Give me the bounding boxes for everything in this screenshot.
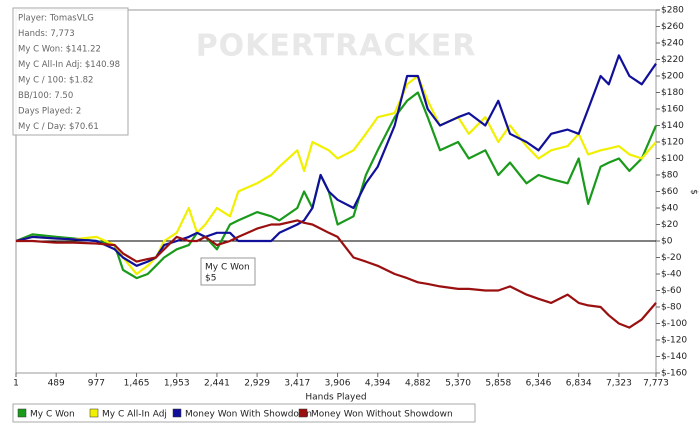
y-tick-label: $-120: [661, 336, 687, 346]
info-line: Player: TomasVLG: [18, 14, 94, 24]
y-tick-label: $160: [661, 105, 684, 115]
y-tick-label: $60: [661, 187, 678, 197]
y-tick-label: $-40: [661, 270, 682, 280]
x-tick-label: 1,465: [124, 379, 150, 389]
y-tick-label: $80: [661, 171, 678, 181]
x-tick-label: 5,858: [485, 379, 511, 389]
y-tick-label: $0: [661, 237, 673, 247]
info-line: Hands: 7,773: [18, 29, 75, 39]
y-tick-label: $100: [661, 154, 684, 164]
series-line: [16, 219, 657, 329]
info-line: My C Won: $141.22: [18, 45, 101, 55]
legend-label: My C All-In Adj: [102, 410, 167, 420]
info-box: Player: TomasVLG Hands: 7,773 My C Won: $1…: [12, 7, 129, 136]
watermark: POKERTRACKER: [196, 29, 477, 64]
info-line: My C / Day: $70.61: [18, 122, 99, 132]
legend-frame: [12, 403, 476, 423]
y-tick-label: $220: [661, 55, 684, 65]
legend-label: Money Won With Showdown: [185, 410, 312, 420]
legend-label: My C Won: [30, 410, 75, 420]
series-line: [15, 54, 657, 267]
y-tick-label: $240: [661, 39, 684, 49]
tooltip-value: $5: [205, 274, 216, 284]
y-tick-label: $-160: [661, 369, 687, 379]
y-tick-label: $-140: [661, 352, 687, 362]
legend-swatch: [298, 408, 308, 418]
info-line: Days Played: 2: [18, 107, 81, 117]
x-tick-label: 489: [48, 379, 65, 389]
info-line: My C / 100: $1.82: [18, 76, 93, 86]
x-tick-label: 1,953: [164, 379, 190, 389]
x-tick-label: 3,417: [284, 379, 310, 389]
x-tick-label: 977: [88, 379, 105, 389]
info-box-frame: [12, 7, 129, 136]
tooltip-series: My C Won: [205, 263, 250, 273]
y-tick-label: $140: [661, 121, 684, 131]
y-tick-label: $-20: [661, 253, 682, 263]
x-tick-label: 4,882: [405, 379, 431, 389]
x-axis-title: Hands Played: [305, 393, 366, 403]
legend: My C Won My C All-In Adj Money Won With Sh…: [12, 403, 476, 423]
x-tick-label: 7,323: [606, 379, 632, 389]
x-tick-label: 2,929: [244, 379, 270, 389]
y-tick-label: $-80: [661, 303, 682, 313]
y-tick-label: $20: [661, 220, 678, 230]
info-line: BB/100: 7.50: [18, 91, 73, 101]
y-axis-title: $: [689, 189, 699, 195]
legend-label: Money Won Without Showdown: [311, 410, 453, 420]
x-tick-label: 2,441: [204, 379, 230, 389]
y-tick-label: $260: [661, 22, 684, 32]
y-tick-label: $120: [661, 138, 684, 148]
y-tick-label: $40: [661, 204, 678, 214]
series-line: [15, 74, 657, 276]
info-line: My C All-In Adj: $140.98: [18, 60, 120, 70]
x-tick-label: 6,346: [526, 379, 552, 389]
legend-swatch: [89, 408, 99, 418]
x-tick-label: 5,370: [445, 379, 471, 389]
y-tick-label: $200: [661, 72, 684, 82]
y-tick-label: $-100: [661, 319, 687, 329]
x-tick-label: 3,906: [325, 379, 351, 389]
x-tick-label: 6,834: [566, 379, 592, 389]
legend-swatch: [17, 408, 27, 418]
x-tick-label: 1: [13, 379, 19, 389]
x-tick-label: 4,394: [365, 379, 391, 389]
y-tick-label: $180: [661, 88, 684, 98]
y-tick-label: $280: [661, 6, 684, 16]
legend-swatch: [172, 408, 182, 418]
series-line: [15, 91, 658, 280]
tooltip: My C Won$5: [200, 257, 256, 286]
tooltip-box: [200, 257, 256, 286]
x-tick-label: 7,773: [643, 379, 669, 389]
y-tick-label: $-60: [661, 286, 682, 296]
